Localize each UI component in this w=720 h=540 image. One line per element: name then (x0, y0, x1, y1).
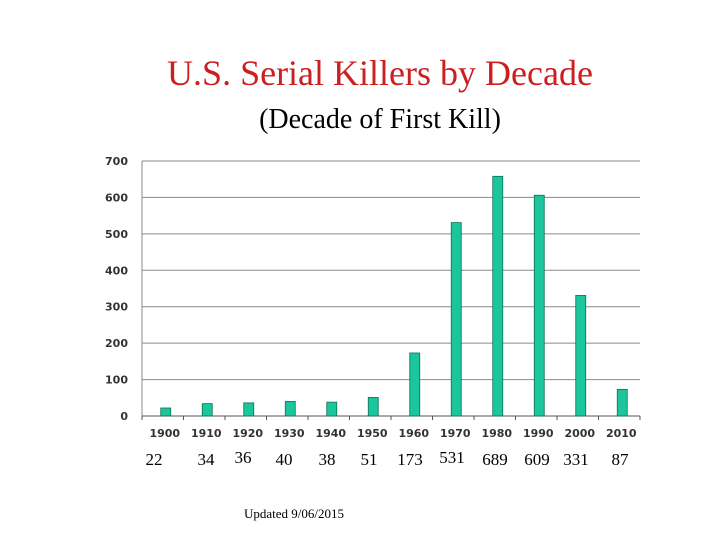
bar (201, 403, 213, 417)
x-tick-label: 1990 (523, 427, 554, 440)
bar (326, 401, 338, 417)
y-tick-label: 600 (105, 191, 128, 204)
y-tick-label: 0 (120, 410, 128, 423)
x-tick-label: 1980 (481, 427, 512, 440)
x-tick-label: 1950 (357, 427, 388, 440)
y-tick-label: 400 (105, 264, 128, 277)
updated-note: Updated 9/06/2015 (244, 506, 345, 521)
x-tick-label: 1970 (440, 427, 471, 440)
x-tick-label: 1900 (149, 427, 180, 440)
chart-title: U.S. Serial Killers by Decade (167, 53, 593, 93)
bar (492, 175, 504, 417)
bar (450, 222, 462, 417)
bar (575, 295, 587, 417)
y-tick-label: 700 (105, 155, 128, 168)
x-tick-label: 2010 (606, 427, 637, 440)
x-tick-label: 1910 (191, 427, 222, 440)
bar (367, 397, 379, 417)
x-tick-label: 1920 (232, 427, 263, 440)
x-tick-label: 1960 (398, 427, 429, 440)
bar (409, 352, 421, 417)
x-tick-label: 2000 (564, 427, 595, 440)
x-tick-label: 1930 (274, 427, 305, 440)
bar (243, 402, 255, 417)
bar (533, 194, 545, 417)
chart-subtitle: (Decade of First Kill) (259, 104, 501, 135)
x-tick-label: 1940 (315, 427, 346, 440)
y-tick-label: 100 (105, 374, 128, 387)
bar (284, 401, 296, 417)
y-tick-label: 300 (105, 301, 128, 314)
y-tick-label: 200 (105, 337, 128, 350)
bar (616, 389, 628, 417)
y-tick-label: 500 (105, 228, 128, 241)
bar (160, 407, 172, 417)
